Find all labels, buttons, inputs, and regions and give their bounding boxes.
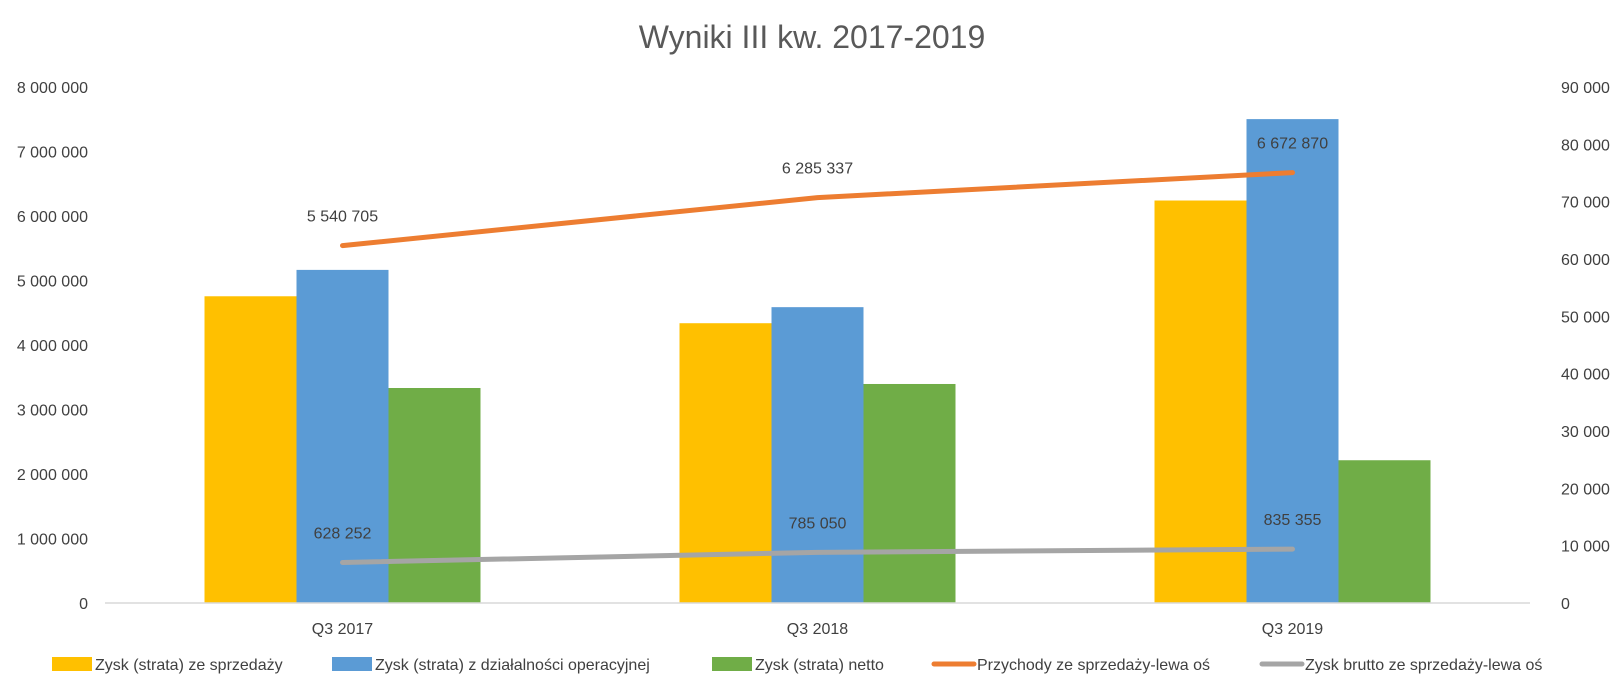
chart-title: Wyniki III kw. 2017-2019 xyxy=(639,19,986,55)
right-tick-label: 30 000 xyxy=(1561,424,1610,441)
legend-label: Zysk (strata) ze sprzedaży xyxy=(95,657,283,674)
data-label: 6 285 337 xyxy=(782,161,853,178)
legend-swatch xyxy=(52,657,92,671)
left-tick-label: 0 xyxy=(79,596,88,613)
x-tick-label: Q3 2019 xyxy=(1262,621,1323,638)
right-tick-label: 40 000 xyxy=(1561,367,1610,384)
right-tick-label: 0 xyxy=(1561,596,1570,613)
right-tick-label: 10 000 xyxy=(1561,539,1610,556)
legend-label: Zysk brutto ze sprzedaży-lewa oś xyxy=(1305,657,1542,674)
line-series xyxy=(340,546,1295,565)
data-label: 5 540 705 xyxy=(307,209,378,226)
right-axis: 0 10 000 20 000 30 000 40 000 50 000 60 000 70 … xyxy=(1561,80,1610,613)
bar xyxy=(679,323,772,603)
bar xyxy=(1246,119,1339,604)
left-tick-label: 8 000 000 xyxy=(17,80,88,97)
legend: Zysk (strata) ze sprzedaży Zysk (strata) … xyxy=(52,657,1542,674)
lines: 5 540 705 6 285 337 6 672 870 628 252 785 05… xyxy=(307,136,1328,565)
bar xyxy=(296,269,389,603)
legend-swatch xyxy=(332,657,372,671)
bar xyxy=(771,307,864,603)
right-tick-label: 50 000 xyxy=(1561,309,1610,326)
x-tick-label: Q3 2018 xyxy=(787,621,848,638)
right-tick-label: 70 000 xyxy=(1561,195,1610,212)
x-axis: Q3 2017 Q3 2018 Q3 2019 xyxy=(312,621,1323,638)
left-tick-label: 5 000 000 xyxy=(17,274,88,291)
bar xyxy=(388,388,481,603)
x-tick-label: Q3 2017 xyxy=(312,621,373,638)
left-tick-label: 7 000 000 xyxy=(17,145,88,162)
right-tick-label: 60 000 xyxy=(1561,252,1610,269)
right-tick-label: 20 000 xyxy=(1561,481,1610,498)
bar xyxy=(863,383,956,603)
left-tick-label: 3 000 000 xyxy=(17,403,88,420)
legend-swatch xyxy=(712,657,752,671)
bar xyxy=(1154,200,1247,603)
bar xyxy=(204,296,297,603)
left-tick-label: 2 000 000 xyxy=(17,467,88,484)
right-tick-label: 90 000 xyxy=(1561,80,1610,97)
data-label: 835 355 xyxy=(1264,512,1322,529)
left-tick-label: 6 000 000 xyxy=(17,209,88,226)
data-label: 6 672 870 xyxy=(1257,136,1328,153)
left-tick-label: 1 000 000 xyxy=(17,532,88,549)
line-series xyxy=(340,170,1295,249)
legend-label: Przychody ze sprzedaży-lewa oś xyxy=(977,657,1210,674)
left-axis: 0 1 000 000 2 000 000 3 000 000 4 000 000 5 0… xyxy=(17,80,88,613)
right-tick-label: 80 000 xyxy=(1561,137,1610,154)
data-label: 785 050 xyxy=(789,515,847,532)
data-label: 628 252 xyxy=(314,525,372,542)
bar xyxy=(1338,460,1431,603)
left-tick-label: 4 000 000 xyxy=(17,338,88,355)
legend-label: Zysk (strata) netto xyxy=(755,657,884,674)
legend-label: Zysk (strata) z działalności operacyjnej xyxy=(375,657,650,674)
